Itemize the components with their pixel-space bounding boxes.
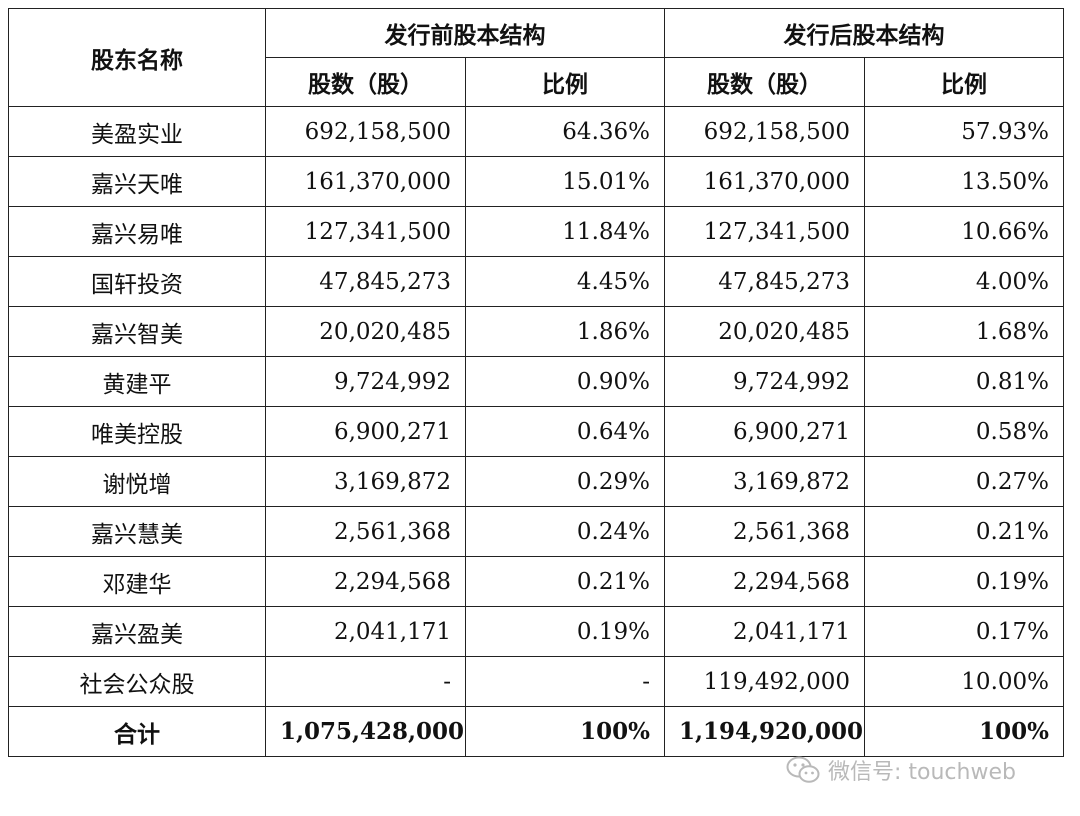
header-after-ratio: 比例 bbox=[864, 57, 1064, 107]
after-shares-cell: 2,561,368 bbox=[664, 506, 865, 557]
table-row: 嘉兴慧美 2,561,368 0.24% 2,561,368 0.21% bbox=[8, 506, 1064, 557]
after-shares-cell: 47,845,273 bbox=[664, 256, 865, 307]
shareholder-name: 嘉兴慧美 bbox=[8, 506, 266, 557]
table-row: 唯美控股 6,900,271 0.64% 6,900,271 0.58% bbox=[8, 406, 1064, 457]
before-shares-cell: 2,561,368 bbox=[265, 506, 466, 557]
table-row: 嘉兴易唯 127,341,500 11.84% 127,341,500 10.6… bbox=[8, 206, 1064, 257]
table-row: 国轩投资 47,845,273 4.45% 47,845,273 4.00% bbox=[8, 256, 1064, 307]
header-before-issuance: 发行前股本结构 bbox=[265, 8, 665, 58]
after-ratio-cell: 0.27% bbox=[864, 456, 1064, 507]
after-ratio-cell: 0.21% bbox=[864, 506, 1064, 557]
after-ratio-cell: 10.00% bbox=[864, 656, 1064, 707]
after-shares-cell: 692,158,500 bbox=[664, 106, 865, 157]
before-shares-cell: 9,724,992 bbox=[265, 356, 466, 407]
table-row: 社会公众股 - - 119,492,000 10.00% bbox=[8, 656, 1064, 707]
after-shares-cell: 2,041,171 bbox=[664, 606, 865, 657]
total-before-ratio: 100% bbox=[465, 706, 665, 757]
table-row: 嘉兴智美 20,020,485 1.86% 20,020,485 1.68% bbox=[8, 306, 1064, 357]
before-ratio-cell: 15.01% bbox=[465, 156, 665, 207]
after-ratio-cell: 0.81% bbox=[864, 356, 1064, 407]
after-shares-cell: 119,492,000 bbox=[664, 656, 865, 707]
shareholder-name: 社会公众股 bbox=[8, 656, 266, 707]
after-ratio-cell: 10.66% bbox=[864, 206, 1064, 257]
before-shares-cell: 3,169,872 bbox=[265, 456, 466, 507]
watermark-text: 微信号: touchweb bbox=[828, 760, 1016, 785]
table-body: 美盈实业 692,158,500 64.36% 692,158,500 57.9… bbox=[8, 106, 1064, 757]
table-row: 嘉兴天唯 161,370,000 15.01% 161,370,000 13.5… bbox=[8, 156, 1064, 207]
before-shares-cell: 20,020,485 bbox=[265, 306, 466, 357]
after-ratio-cell: 0.19% bbox=[864, 556, 1064, 607]
shareholder-name: 嘉兴易唯 bbox=[8, 206, 266, 257]
before-ratio-cell: - bbox=[465, 656, 665, 707]
table-row: 谢悦增 3,169,872 0.29% 3,169,872 0.27% bbox=[8, 456, 1064, 507]
after-shares-cell: 127,341,500 bbox=[664, 206, 865, 257]
before-shares-cell: 2,294,568 bbox=[265, 556, 466, 607]
total-label: 合计 bbox=[8, 706, 266, 757]
before-shares-cell: 47,845,273 bbox=[265, 256, 466, 307]
table-row: 黄建平 9,724,992 0.90% 9,724,992 0.81% bbox=[8, 356, 1064, 407]
table-row: 美盈实业 692,158,500 64.36% 692,158,500 57.9… bbox=[8, 106, 1064, 157]
wechat-icon bbox=[786, 756, 820, 783]
before-shares-cell: 127,341,500 bbox=[265, 206, 466, 257]
header-shareholder: 股东名称 bbox=[8, 8, 266, 107]
before-shares-cell: 2,041,171 bbox=[265, 606, 466, 657]
before-ratio-cell: 0.24% bbox=[465, 506, 665, 557]
header-before-shares: 股数（股） bbox=[265, 57, 466, 107]
header-row-group: 股东名称 发行前股本结构 发行后股本结构 bbox=[8, 8, 1064, 107]
shareholder-name: 国轩投资 bbox=[8, 256, 266, 307]
wechat-watermark: 微信号: touchweb bbox=[786, 752, 1016, 788]
shareholder-name: 嘉兴天唯 bbox=[8, 156, 266, 207]
before-shares-cell: - bbox=[265, 656, 466, 707]
after-shares-cell: 3,169,872 bbox=[664, 456, 865, 507]
before-ratio-cell: 1.86% bbox=[465, 306, 665, 357]
before-ratio-cell: 0.21% bbox=[465, 556, 665, 607]
table-header: 股东名称 发行前股本结构 发行后股本结构 股数（股） 比例 股数（股） 比例 bbox=[8, 8, 1064, 107]
before-ratio-cell: 11.84% bbox=[465, 206, 665, 257]
before-ratio-cell: 0.64% bbox=[465, 406, 665, 457]
total-after-shares: 1,194,920,000 bbox=[664, 706, 865, 757]
after-ratio-cell: 13.50% bbox=[864, 156, 1064, 207]
before-ratio-cell: 0.90% bbox=[465, 356, 665, 407]
after-ratio-cell: 57.93% bbox=[864, 106, 1064, 157]
after-shares-cell: 161,370,000 bbox=[664, 156, 865, 207]
shareholder-name: 美盈实业 bbox=[8, 106, 266, 157]
before-shares-cell: 161,370,000 bbox=[265, 156, 466, 207]
table-row: 邓建华 2,294,568 0.21% 2,294,568 0.19% bbox=[8, 556, 1064, 607]
total-before-shares: 1,075,428,000 bbox=[265, 706, 466, 757]
after-ratio-cell: 1.68% bbox=[864, 306, 1064, 357]
after-ratio-cell: 4.00% bbox=[864, 256, 1064, 307]
header-before-ratio: 比例 bbox=[465, 57, 665, 107]
after-ratio-cell: 0.17% bbox=[864, 606, 1064, 657]
shareholder-name: 黄建平 bbox=[8, 356, 266, 407]
before-ratio-cell: 0.19% bbox=[465, 606, 665, 657]
after-shares-cell: 20,020,485 bbox=[664, 306, 865, 357]
total-after-ratio: 100% bbox=[864, 706, 1064, 757]
header-after-shares: 股数（股） bbox=[664, 57, 865, 107]
after-ratio-cell: 0.58% bbox=[864, 406, 1064, 457]
shareholding-table: 股东名称 发行前股本结构 发行后股本结构 股数（股） 比例 股数（股） 比例 美… bbox=[8, 8, 1064, 757]
shareholder-name: 唯美控股 bbox=[8, 406, 266, 457]
shareholder-name: 邓建华 bbox=[8, 556, 266, 607]
after-shares-cell: 6,900,271 bbox=[664, 406, 865, 457]
total-row: 合计 1,075,428,000 100% 1,194,920,000 100% bbox=[8, 706, 1064, 757]
shareholder-name: 谢悦增 bbox=[8, 456, 266, 507]
header-after-issuance: 发行后股本结构 bbox=[664, 8, 1064, 58]
before-shares-cell: 6,900,271 bbox=[265, 406, 466, 457]
after-shares-cell: 9,724,992 bbox=[664, 356, 865, 407]
after-shares-cell: 2,294,568 bbox=[664, 556, 865, 607]
before-shares-cell: 692,158,500 bbox=[265, 106, 466, 157]
before-ratio-cell: 64.36% bbox=[465, 106, 665, 157]
table-row: 嘉兴盈美 2,041,171 0.19% 2,041,171 0.17% bbox=[8, 606, 1064, 657]
before-ratio-cell: 4.45% bbox=[465, 256, 665, 307]
shareholder-name: 嘉兴盈美 bbox=[8, 606, 266, 657]
before-ratio-cell: 0.29% bbox=[465, 456, 665, 507]
shareholder-name: 嘉兴智美 bbox=[8, 306, 266, 357]
